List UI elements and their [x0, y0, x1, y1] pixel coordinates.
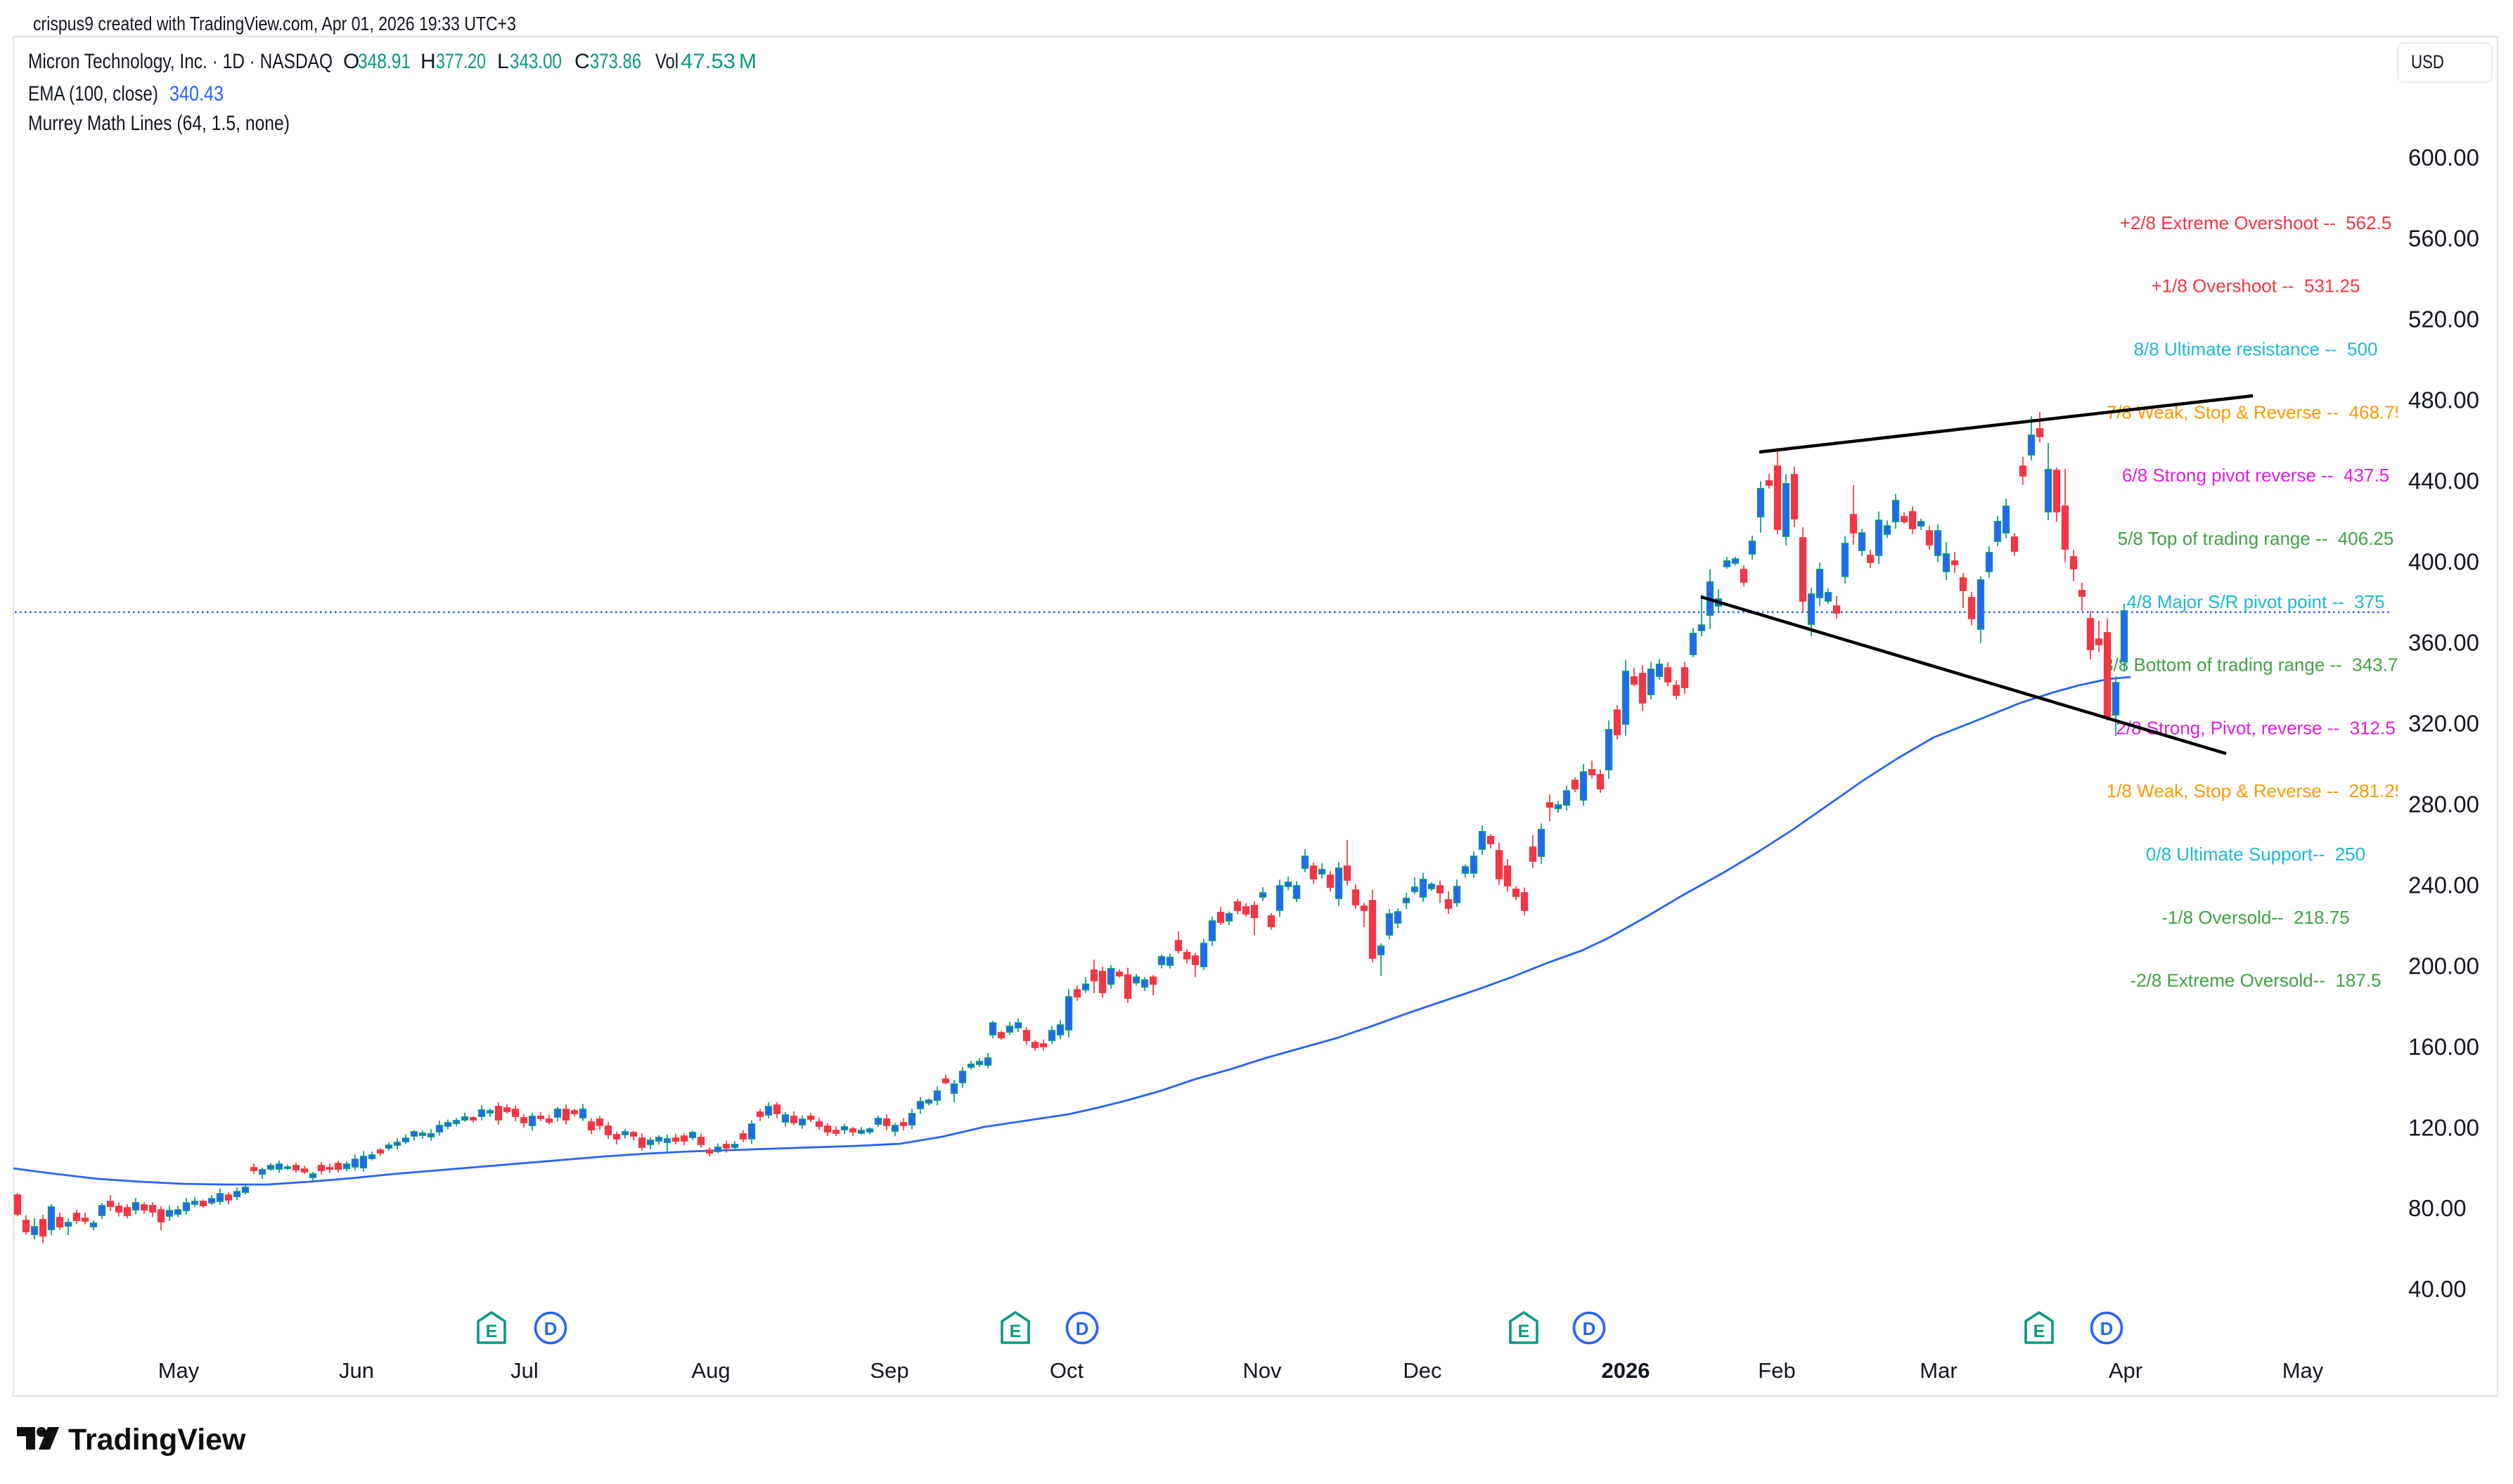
svg-text:2/8 Strong, Pivot, reverse --: 2/8 Strong, Pivot, reverse -- 312.5	[2116, 717, 2395, 738]
svg-text:May: May	[158, 1358, 200, 1383]
svg-text:H: H	[420, 50, 436, 73]
svg-text:E: E	[2033, 1322, 2045, 1341]
svg-text:6/8 Strong pivot reverse -- 4: 6/8 Strong pivot reverse -- 437.5	[2122, 465, 2389, 486]
svg-text:80.00: 80.00	[2408, 1195, 2467, 1221]
svg-text:560.00: 560.00	[2408, 226, 2479, 252]
svg-text:440.00: 440.00	[2408, 467, 2479, 493]
svg-text:O: O	[343, 50, 359, 73]
svg-text:160.00: 160.00	[2408, 1033, 2479, 1059]
svg-text:Jun: Jun	[339, 1358, 374, 1383]
svg-text:400.00: 400.00	[2408, 548, 2479, 574]
svg-text:280.00: 280.00	[2408, 791, 2479, 817]
svg-text:373.86: 373.86	[590, 50, 641, 73]
svg-text:480.00: 480.00	[2408, 387, 2479, 413]
svg-text:EMA (100, close): EMA (100, close)	[28, 82, 158, 105]
svg-text:340.43: 340.43	[169, 82, 224, 105]
svg-text:40.00: 40.00	[2408, 1276, 2467, 1302]
svg-text:240.00: 240.00	[2408, 872, 2479, 898]
svg-text:Apr: Apr	[2109, 1358, 2142, 1383]
svg-text:520.00: 520.00	[2408, 307, 2479, 333]
svg-text:TradingView: TradingView	[68, 1423, 246, 1457]
svg-text:5/8 Top of trading range -- 4: 5/8 Top of trading range -- 406.25	[2118, 528, 2394, 549]
svg-text:Vol: Vol	[655, 50, 679, 73]
svg-text:0/8 Ultimate Support-- 250: 0/8 Ultimate Support-- 250	[2146, 844, 2365, 865]
svg-text:200.00: 200.00	[2408, 953, 2479, 979]
svg-text:E: E	[486, 1322, 498, 1341]
svg-text:377.20: 377.20	[436, 50, 486, 73]
svg-text:D: D	[2100, 1318, 2114, 1339]
svg-text:-1/8 Oversold-- 218.75: -1/8 Oversold-- 218.75	[2161, 907, 2349, 928]
svg-text:120.00: 120.00	[2408, 1114, 2479, 1140]
svg-text:Dec: Dec	[1403, 1358, 1441, 1383]
svg-text:343.00: 343.00	[510, 50, 562, 73]
svg-text:-2/8 Extreme Oversold-- 187.5: -2/8 Extreme Oversold-- 187.5	[2130, 970, 2382, 991]
svg-text:Sep: Sep	[870, 1358, 908, 1383]
svg-text:+2/8 Extreme Overshoot -- 562: +2/8 Extreme Overshoot -- 562.5	[2120, 212, 2392, 233]
svg-text:+1/8 Overshoot -- 531.25: +1/8 Overshoot -- 531.25	[2151, 276, 2360, 297]
svg-text:USD: USD	[2411, 51, 2444, 72]
svg-text:E: E	[1518, 1322, 1530, 1341]
svg-text:Murrey Math Lines (64, 1.5, no: Murrey Math Lines (64, 1.5, none)	[28, 112, 290, 135]
svg-text:Nov: Nov	[1242, 1358, 1282, 1383]
svg-text:Aug: Aug	[691, 1358, 730, 1383]
svg-text:E: E	[1010, 1322, 1022, 1341]
svg-text:348.91: 348.91	[358, 50, 411, 73]
svg-text:Oct: Oct	[1050, 1358, 1084, 1383]
svg-text:May: May	[2282, 1358, 2324, 1383]
svg-text:Micron Technology, Inc. · 1D ·: Micron Technology, Inc. · 1D · NASDAQ	[28, 50, 333, 73]
svg-text:1/8 Weak, Stop & Reverse -- 2: 1/8 Weak, Stop & Reverse -- 281.25	[2107, 780, 2405, 801]
svg-text:Mar: Mar	[1920, 1358, 1957, 1383]
svg-text:360.00: 360.00	[2408, 629, 2479, 655]
svg-text:M: M	[739, 50, 757, 73]
svg-text:7/8 Weak, Stop & Reverse -- 4: 7/8 Weak, Stop & Reverse -- 468.75	[2107, 401, 2405, 422]
svg-text:Feb: Feb	[1758, 1358, 1795, 1383]
svg-text:8/8 Ultimate resistance -- 50: 8/8 Ultimate resistance -- 500	[2134, 338, 2378, 359]
svg-text:320.00: 320.00	[2408, 710, 2479, 736]
svg-text:Jul: Jul	[510, 1358, 539, 1383]
svg-text:47.53: 47.53	[681, 50, 735, 73]
svg-text:D: D	[1076, 1318, 1089, 1339]
svg-text:crispus9 created with TradingV: crispus9 created with TradingView.com, A…	[33, 13, 516, 34]
svg-text:L: L	[497, 50, 509, 73]
svg-text:2026: 2026	[1602, 1358, 1650, 1383]
svg-text:D: D	[544, 1318, 558, 1339]
svg-text:C: C	[574, 50, 590, 73]
svg-text:600.00: 600.00	[2408, 145, 2479, 171]
svg-text:3/8 Bottom of trading range --: 3/8 Bottom of trading range -- 343.75	[2103, 654, 2408, 676]
svg-text:4/8 Major S/R pivot point --: 4/8 Major S/R pivot point -- 375	[2126, 591, 2384, 612]
svg-text:D: D	[1583, 1318, 1596, 1339]
